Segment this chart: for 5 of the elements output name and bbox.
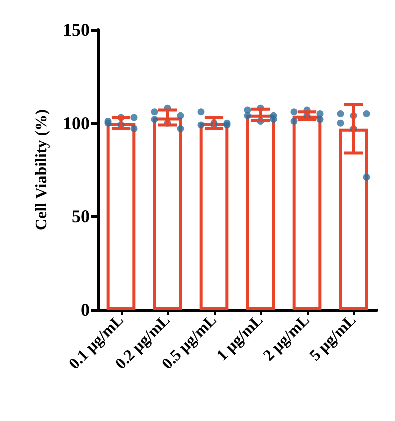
y-axis-title: Cell Viability (%) xyxy=(34,110,50,230)
y-tick-label: 0 xyxy=(81,300,90,320)
y-tick-label: 50 xyxy=(72,206,90,227)
y-tick-label: 150 xyxy=(63,20,90,40)
y-tick-label: 100 xyxy=(63,113,90,134)
